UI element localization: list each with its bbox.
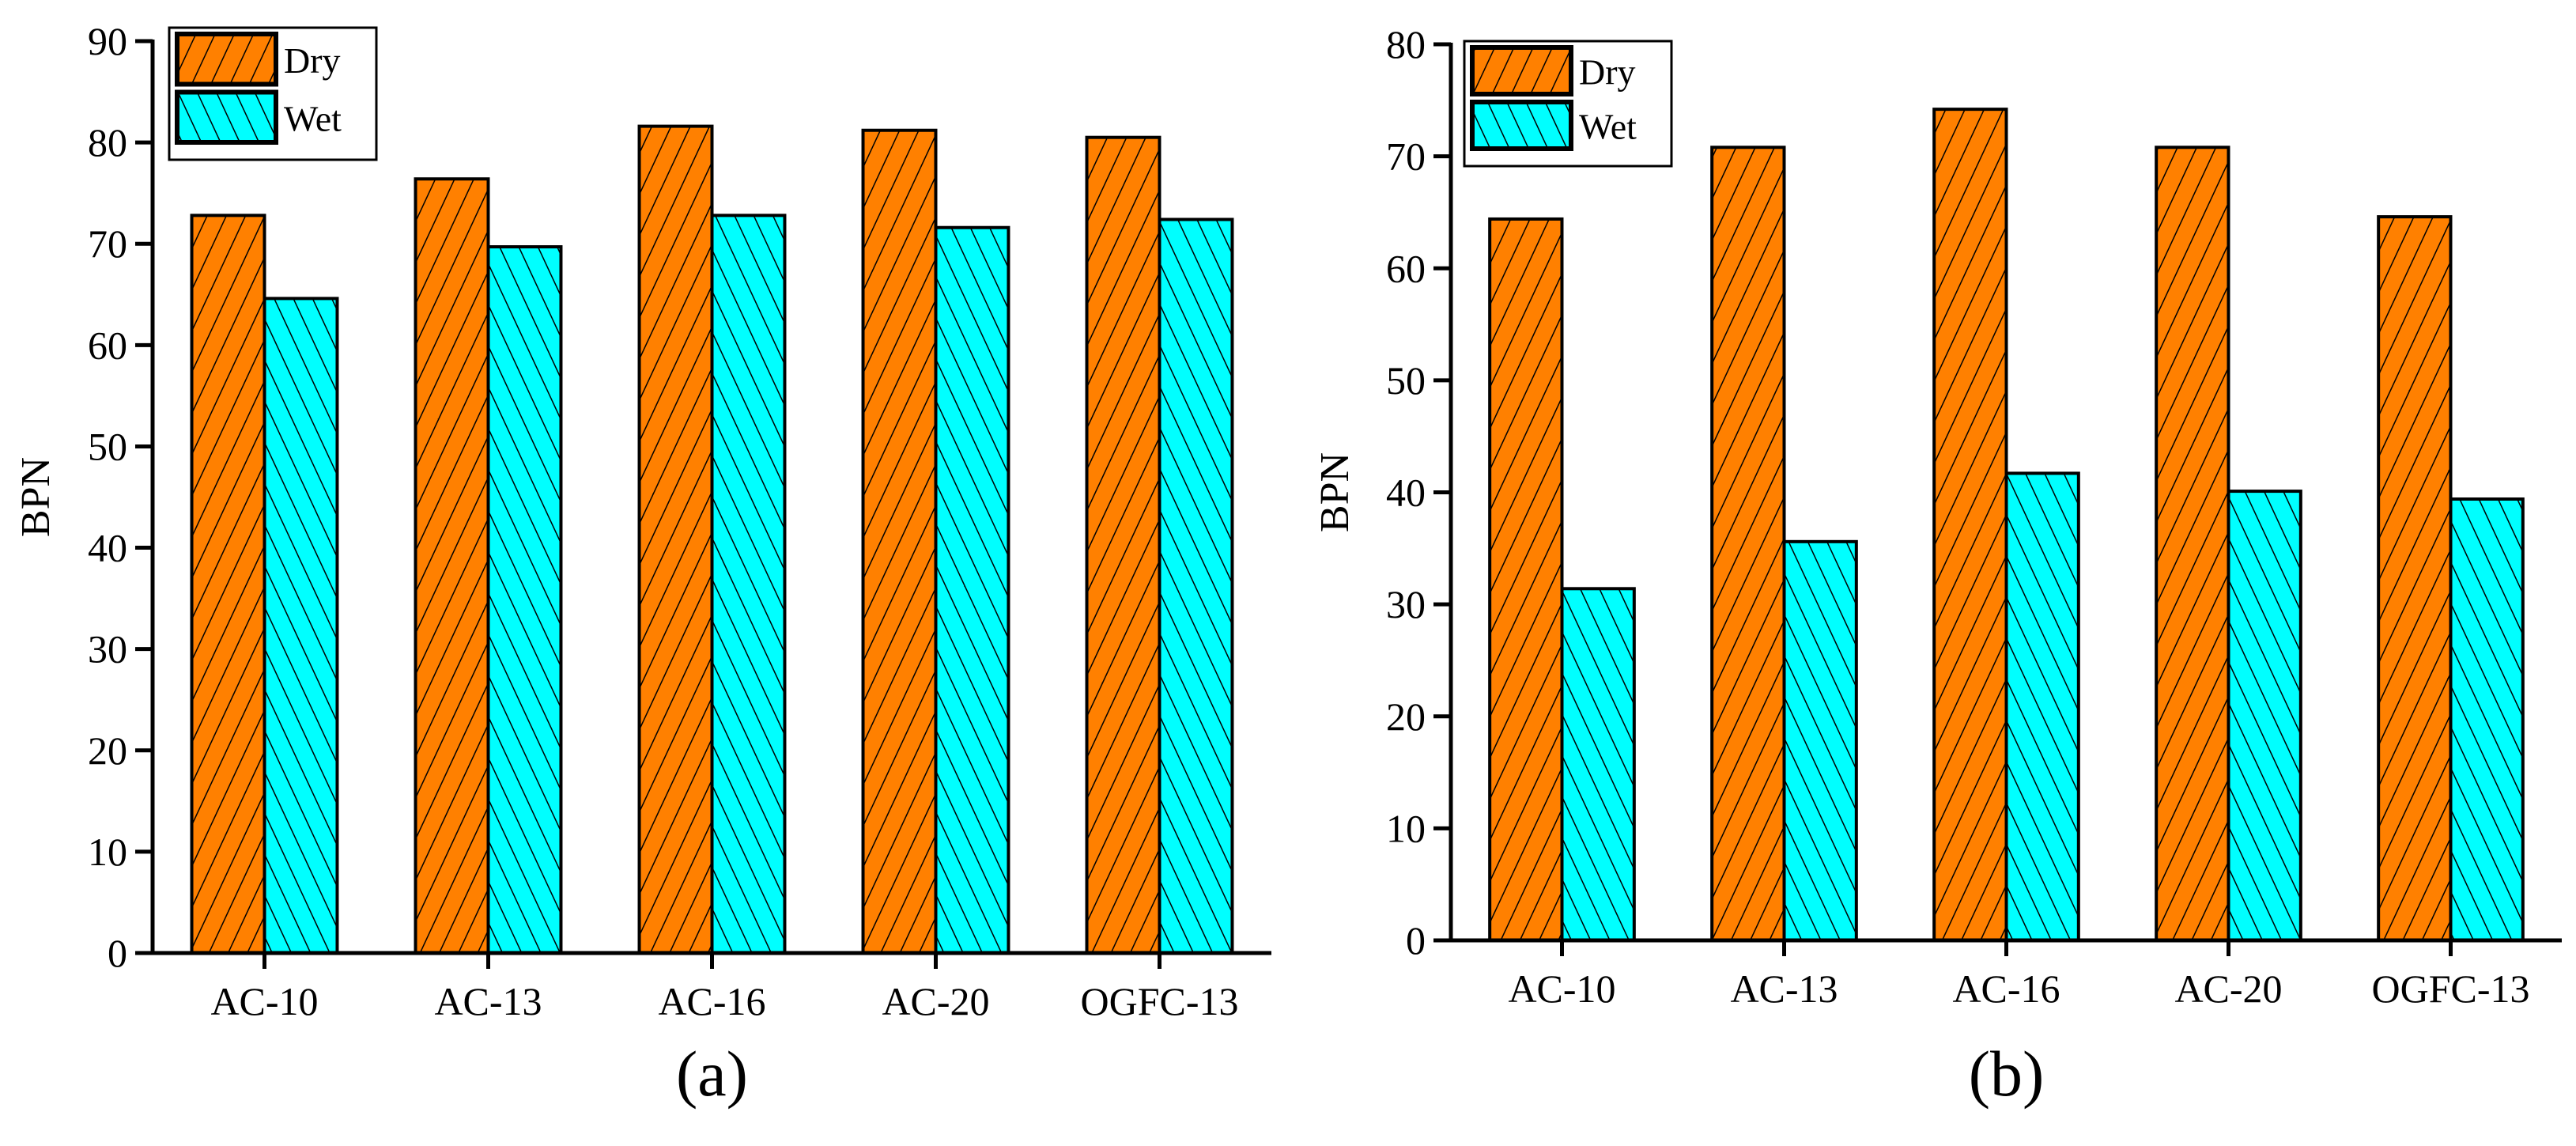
y-axis-label: BPN bbox=[1313, 452, 1358, 532]
bar-wet-ac-16 bbox=[2004, 471, 2080, 942]
legend-swatch-dry bbox=[175, 32, 278, 87]
y-axis-label: BPN bbox=[13, 457, 59, 537]
y-tick-label: 30 bbox=[88, 627, 127, 671]
bar-dry-ac-13 bbox=[414, 177, 490, 955]
bar-dry-ac-16 bbox=[1932, 108, 2008, 943]
bar-wet-ogfc-13 bbox=[2449, 497, 2525, 942]
panel-label: (b) bbox=[1969, 1038, 2045, 1110]
legend-label-dry: Dry bbox=[1579, 52, 1636, 93]
y-tick-label: 10 bbox=[1386, 806, 1426, 850]
bar-dry-ac-16 bbox=[637, 124, 714, 955]
x-tick-label: AC-16 bbox=[658, 979, 765, 1023]
legend-label-dry: Dry bbox=[284, 40, 341, 81]
y-tick-label: 70 bbox=[1386, 134, 1426, 179]
y-tick-label: 50 bbox=[1386, 358, 1426, 403]
bar-dry-ogfc-13 bbox=[2377, 215, 2453, 943]
legend: Dry Wet bbox=[1463, 40, 1673, 168]
legend-label-wet: Wet bbox=[284, 98, 342, 138]
bar-wet-ac-10 bbox=[1560, 587, 1636, 942]
bar-dry-ogfc-13 bbox=[1085, 135, 1161, 955]
y-tick-label: 60 bbox=[88, 323, 127, 367]
legend-swatch-wet bbox=[1470, 100, 1573, 151]
chart-panel-b: 0 10 20 30 40 50 60 70 80 AC-10 AC-13 AC-16 AC-20 OGF… bbox=[1313, 22, 2562, 1110]
x-tick-label: AC-10 bbox=[210, 979, 318, 1023]
panel-label: (a) bbox=[676, 1038, 748, 1110]
y-tick-label: 0 bbox=[1406, 918, 1426, 963]
bar-wet-ac-13 bbox=[1782, 539, 1858, 942]
x-tick-label: AC-20 bbox=[882, 979, 989, 1023]
chart-panel-a: 0 10 20 30 40 50 60 70 80 90 AC-10 AC-13 AC-16 AC-20 O… bbox=[13, 19, 1271, 1110]
x-tick-label: OGFC-13 bbox=[1080, 979, 1238, 1023]
legend-swatch-dry bbox=[1470, 45, 1573, 96]
legend-swatch-wet bbox=[175, 89, 278, 145]
bar-wet-ac-16 bbox=[710, 214, 787, 955]
bar-dry-ac-20 bbox=[2155, 146, 2230, 943]
legend: Dry Wet bbox=[168, 26, 378, 161]
y-tick-label: 10 bbox=[88, 830, 127, 874]
bar-dry-ac-10 bbox=[1488, 217, 1564, 942]
x-tick-label: AC-16 bbox=[1952, 966, 2060, 1011]
bar-wet-ogfc-13 bbox=[1158, 217, 1234, 955]
legend-label-wet: Wet bbox=[1579, 107, 1637, 147]
y-tick-label: 30 bbox=[1386, 582, 1426, 626]
x-tick-label: OGFC-13 bbox=[2371, 966, 2529, 1011]
bar-wet-ac-13 bbox=[486, 245, 563, 955]
bar-dry-ac-13 bbox=[1710, 146, 1786, 943]
y-tick-label: 80 bbox=[88, 120, 127, 165]
x-tick-label: AC-13 bbox=[434, 979, 542, 1023]
y-tick-label: 50 bbox=[88, 424, 127, 468]
y-tick-label: 40 bbox=[1386, 471, 1426, 515]
x-tick-label: AC-20 bbox=[2174, 966, 2282, 1011]
bar-dry-ac-10 bbox=[190, 214, 266, 955]
bar-dry-ac-20 bbox=[861, 128, 938, 955]
y-tick-label: 80 bbox=[1386, 22, 1426, 66]
bar-wet-ac-10 bbox=[263, 297, 339, 955]
x-tick-label: AC-13 bbox=[1730, 966, 1838, 1011]
bar-wet-ac-20 bbox=[2227, 490, 2302, 942]
bar-wet-ac-20 bbox=[934, 225, 1010, 955]
y-tick-label: 90 bbox=[88, 19, 127, 63]
y-tick-label: 0 bbox=[108, 931, 127, 975]
y-tick-label: 20 bbox=[88, 728, 127, 773]
y-tick-label: 40 bbox=[88, 526, 127, 570]
y-tick-label: 70 bbox=[88, 221, 127, 266]
y-tick-label: 20 bbox=[1386, 694, 1426, 739]
y-tick-label: 60 bbox=[1386, 246, 1426, 290]
x-tick-label: AC-10 bbox=[1508, 966, 1615, 1011]
